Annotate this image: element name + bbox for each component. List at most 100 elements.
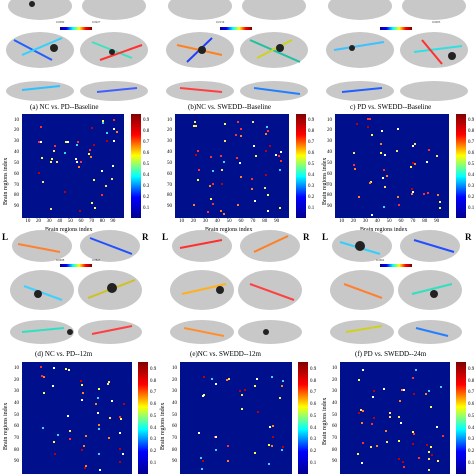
heatmap-cell [352,151,355,154]
colorbar-tick: 0.8 [308,129,315,135]
heatmap-cell [120,418,123,421]
heatmap-cell [82,444,85,447]
heatmap-cell [115,131,118,134]
brain-render-a [6,0,148,101]
heatmap-xtick: 70 [250,219,256,224]
heatmap-cell [427,148,430,151]
heatmap-cell [112,164,115,167]
colorbar-tick: 0.3 [150,437,157,443]
caption-a: (a) NC vs. PD--Baseline [30,103,99,111]
heatmap-colorbar-b [296,114,306,218]
heatmap-cell [76,140,79,143]
colorbar-tick: 0.2 [150,449,157,455]
caption-c: c) PD vs. SWEDD--Baseline [350,103,432,111]
heatmap-cell [119,448,122,451]
heatmap-cell [40,157,43,160]
heatmap-cell [361,462,364,465]
heatmap-cell [358,412,361,415]
heatmap-cell [282,446,285,449]
heatmap-cell [240,407,243,410]
right-label-e: R [303,232,310,242]
colorbar-tick: 0.2 [308,195,315,200]
heatmap-cell [221,168,224,171]
heatmap-ytick: 20 [14,128,19,134]
heatmap-ytick: 50 [14,160,19,166]
heatmap-cell [355,123,358,126]
heatmap-cell [373,390,376,393]
heatmap-cell [400,389,403,392]
heatmap-ytick: 90 [327,204,332,210]
heatmap-xtick: 40 [214,219,220,224]
heatmap-cell [267,210,270,213]
heatmap-cell [411,145,414,148]
heatmap-cell [85,464,88,467]
heatmap-ytick: 30 [14,389,19,395]
heatmap-ytick: 40 [327,150,332,155]
heatmap-cell [196,150,199,153]
colorbar-tick: 0.3 [308,184,315,190]
heatmap-cell [427,191,430,194]
heatmap-cell [437,460,440,463]
colorbar-tick: 0.3 [310,437,317,443]
heatmap-cell [412,442,415,445]
heatmap-cell [84,435,87,438]
heatmap-cell [412,392,415,395]
heatmap-cell [250,188,253,191]
heatmap-xlabel-c: Brain regions index [360,227,408,233]
heatmap-cell [264,187,266,190]
heatmap-ytick: 50 [167,160,172,166]
heatmap-cell [250,178,253,181]
heatmap-cell [42,391,45,394]
heatmap-ytick: 90 [14,204,19,210]
heatmap-cell [55,160,58,163]
heatmap-cell [40,140,43,143]
heatmap-cell [402,466,405,469]
heatmap-cell [215,435,218,438]
heatmap-cell [212,203,214,206]
colorbar-tick: 0.3 [143,184,150,190]
heatmap-cell [66,415,69,418]
heatmap-cell [414,142,417,145]
heatmap-cell [75,143,78,146]
heatmap-ytick: 40 [172,401,177,406]
heatmap-xtick: 80 [422,219,428,224]
colorbar-tick: 0.7 [468,140,474,146]
heatmap-cell [436,426,439,429]
heatmap-ytick: 80 [14,193,19,199]
heatmap-ytick: 30 [172,389,177,395]
colorbar-tick: 0.6 [310,402,317,408]
colorbar-tick: 0.4 [468,425,474,431]
heatmap-xtick: 50 [386,219,392,224]
brain-cbar-min-f: 0.2002 [376,258,385,262]
brain-colorbar-c [380,27,412,30]
brain-colorbar-d [60,264,92,267]
heatmap-cell [97,427,100,430]
heatmap-ytick: 80 [327,193,332,199]
colorbar-tick: 0.7 [143,140,150,146]
heatmap-cell [52,149,55,152]
right-label-f: R [465,232,472,242]
heatmap-cell [370,445,373,448]
heatmap-xtick: 30 [46,219,52,224]
heatmap-cell [80,161,83,164]
heatmap-ytick: 30 [14,139,19,145]
heatmap-ytick: 50 [14,412,19,418]
heatmap-ytick: 50 [172,412,177,418]
colorbar-tick: 0.8 [468,129,474,135]
heatmap-cell [441,434,444,437]
heatmap-cell [213,436,216,439]
heatmap-cell [278,154,281,157]
heatmap-cell [436,193,439,196]
heatmap-cell [92,143,95,146]
colorbar-tick: 0.3 [468,437,474,443]
heatmap-cell [371,422,374,425]
colorbar-tick: 0.6 [308,151,315,157]
colorbar-tick: 0.2 [468,449,474,455]
heatmap-cell [381,177,384,180]
colorbar-tick: 0.6 [468,151,474,157]
heatmap-cell [101,121,104,124]
heatmap-ytick: 50 [327,160,332,166]
colorbar-tick: 0.4 [150,425,157,431]
colorbar-tick: 0.7 [310,390,317,396]
heatmap-cell [211,170,214,173]
